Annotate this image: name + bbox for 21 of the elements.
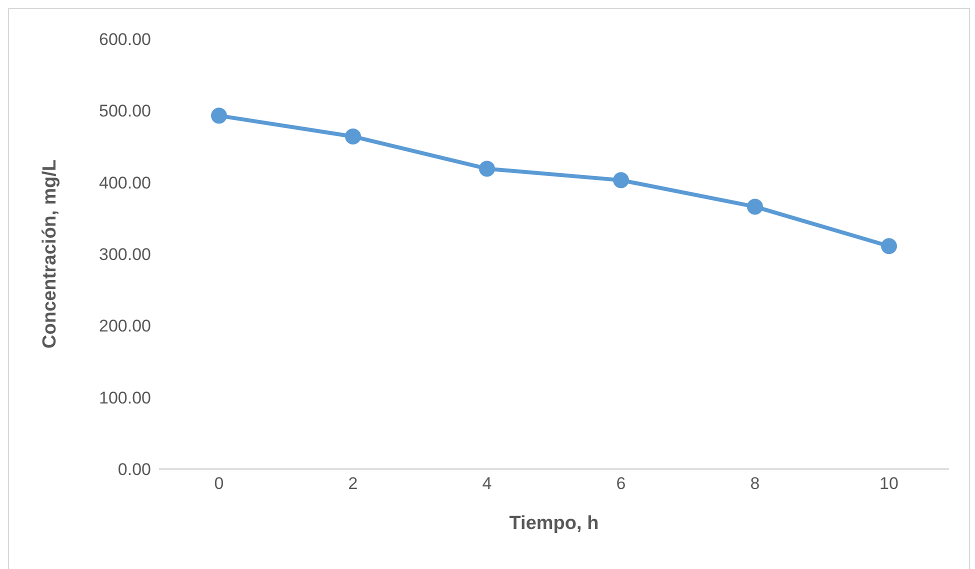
point bbox=[211, 108, 227, 124]
x-tick-label: 2 bbox=[348, 474, 358, 494]
x-tick-label: 10 bbox=[880, 474, 898, 494]
x-tick-label: 4 bbox=[482, 474, 492, 494]
point bbox=[747, 198, 763, 215]
y-tick-label: 500.00 bbox=[99, 102, 151, 121]
y-tick-label: 600.00 bbox=[99, 30, 151, 50]
y-tick-label: 300.00 bbox=[99, 245, 151, 264]
x-axis-title: Tiempo, h bbox=[509, 513, 599, 534]
y-axis-title: Concentración, mg/L bbox=[40, 159, 61, 348]
point bbox=[881, 238, 897, 254]
y-tick-label: 0.00 bbox=[118, 460, 151, 480]
y-tick-label: 100.00 bbox=[99, 388, 151, 408]
x-tick-label: 6 bbox=[616, 474, 626, 494]
x-tick-label: 8 bbox=[750, 474, 760, 494]
y-tick-label: 400.00 bbox=[99, 173, 151, 192]
x-tick-label: 0 bbox=[214, 474, 224, 494]
point bbox=[479, 160, 495, 177]
point bbox=[613, 172, 629, 188]
point bbox=[345, 128, 361, 144]
y-tick-label: 200.00 bbox=[99, 316, 151, 336]
